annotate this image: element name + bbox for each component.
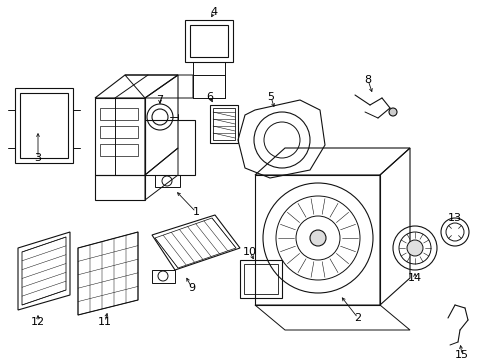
Text: 14: 14 bbox=[407, 273, 421, 283]
Text: 15: 15 bbox=[454, 350, 468, 360]
Bar bbox=[100, 108, 138, 120]
Text: 10: 10 bbox=[243, 247, 257, 257]
Bar bbox=[100, 144, 138, 156]
Text: 12: 12 bbox=[31, 317, 45, 327]
Text: 11: 11 bbox=[98, 317, 112, 327]
Text: 8: 8 bbox=[364, 75, 371, 85]
Bar bbox=[240, 260, 282, 298]
Bar bbox=[15, 88, 73, 163]
Bar bbox=[190, 25, 227, 57]
Bar bbox=[155, 175, 180, 187]
Text: 3: 3 bbox=[35, 153, 41, 163]
Bar bbox=[100, 126, 138, 138]
Bar bbox=[20, 93, 68, 158]
Text: 7: 7 bbox=[156, 95, 163, 105]
Bar bbox=[213, 108, 235, 140]
Text: 4: 4 bbox=[210, 7, 217, 17]
Circle shape bbox=[388, 108, 396, 116]
Text: 2: 2 bbox=[354, 313, 361, 323]
Text: 9: 9 bbox=[188, 283, 195, 293]
Text: 13: 13 bbox=[447, 213, 461, 223]
Bar bbox=[244, 264, 278, 294]
Bar bbox=[193, 75, 224, 98]
Bar bbox=[184, 20, 232, 62]
Text: 5: 5 bbox=[267, 92, 274, 102]
Text: 1: 1 bbox=[192, 207, 199, 217]
Bar bbox=[209, 105, 238, 143]
Text: 6: 6 bbox=[206, 92, 213, 102]
Circle shape bbox=[406, 240, 422, 256]
Circle shape bbox=[309, 230, 325, 246]
